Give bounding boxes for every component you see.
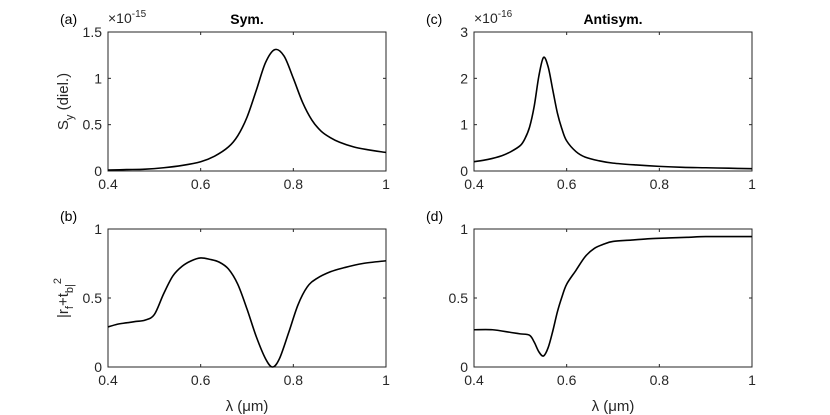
- x-tick-label: 0.4: [464, 372, 484, 388]
- panel-a: 0.4 0.6 0.8 1 0 0.5 1 1.5 (a) Sym. ×10-15 Sy (diel.…: [55, 9, 390, 192]
- y-tick-label: 0: [94, 359, 102, 375]
- panel-c: 0.4 0.6 0.8 1 0 1 2 3 (c) Antisym. ×10-16: [426, 9, 756, 192]
- y-tick-label: 1.5: [83, 24, 103, 40]
- y-tick-label: 1: [94, 221, 102, 237]
- y-tick-label: 3: [460, 24, 468, 40]
- x-axis-label: λ (μm): [226, 398, 269, 415]
- series-line: [107, 257, 387, 368]
- y-tick-label: 1: [460, 117, 468, 133]
- panel-label: (a): [60, 11, 77, 27]
- x-tick-label: 0.8: [284, 176, 304, 192]
- panel-d: 0.4 0.6 0.8 1 0 0.5 1 (d) λ (μm): [426, 208, 756, 415]
- x-axis-label: λ (μm): [592, 398, 635, 415]
- x-tick-label: 0.8: [284, 372, 304, 388]
- x-tick-label: 0.4: [98, 176, 118, 192]
- y-tick-label: 1: [94, 70, 102, 86]
- panel-title: Sym.: [230, 11, 263, 27]
- y-tick-label: 0.5: [83, 117, 103, 133]
- y-axis-label: |rf+tb|2: [52, 278, 76, 318]
- x-tick-label: 0.6: [557, 176, 577, 192]
- x-tick-label: 0.6: [191, 176, 211, 192]
- panel-label: (c): [426, 11, 442, 27]
- y-axis-label: Sy (diel.): [55, 73, 76, 130]
- series-line: [473, 56, 753, 170]
- x-tick-label: 0.4: [98, 372, 118, 388]
- axes-box: [473, 228, 753, 368]
- y-tick-label: 2: [460, 70, 468, 86]
- panel-label: (d): [426, 208, 443, 224]
- axes-box: [107, 31, 387, 172]
- exponent-multiplier: ×10-15: [108, 9, 147, 26]
- x-tick-label: 0.6: [191, 372, 211, 388]
- x-tick-label: 0.4: [464, 176, 484, 192]
- y-tick-label: 0: [460, 359, 468, 375]
- panel-title: Antisym.: [583, 11, 642, 27]
- panel-label: (b): [60, 208, 77, 224]
- y-tick-label: 1: [460, 221, 468, 237]
- panel-b: 0.4 0.6 0.8 1 0 0.5 1 (b) |rf+tb|2 λ (μm): [52, 208, 390, 415]
- y-tick-label: 0: [94, 163, 102, 179]
- x-tick-label: 0.6: [557, 372, 577, 388]
- x-tick-label: 0.8: [650, 176, 670, 192]
- series-line: [107, 48, 387, 171]
- x-tick-label: 1: [382, 372, 390, 388]
- y-tick-label: 0.5: [83, 290, 103, 306]
- axes-box: [107, 228, 387, 368]
- x-tick-label: 1: [748, 176, 756, 192]
- axes-box: [473, 31, 753, 172]
- x-tick-label: 1: [748, 372, 756, 388]
- x-tick-label: 0.8: [650, 372, 670, 388]
- exponent-multiplier: ×10-16: [474, 9, 513, 26]
- y-tick-label: 0.5: [449, 290, 469, 306]
- series-line: [473, 235, 752, 357]
- y-tick-label: 0: [460, 163, 468, 179]
- x-tick-label: 1: [382, 176, 390, 192]
